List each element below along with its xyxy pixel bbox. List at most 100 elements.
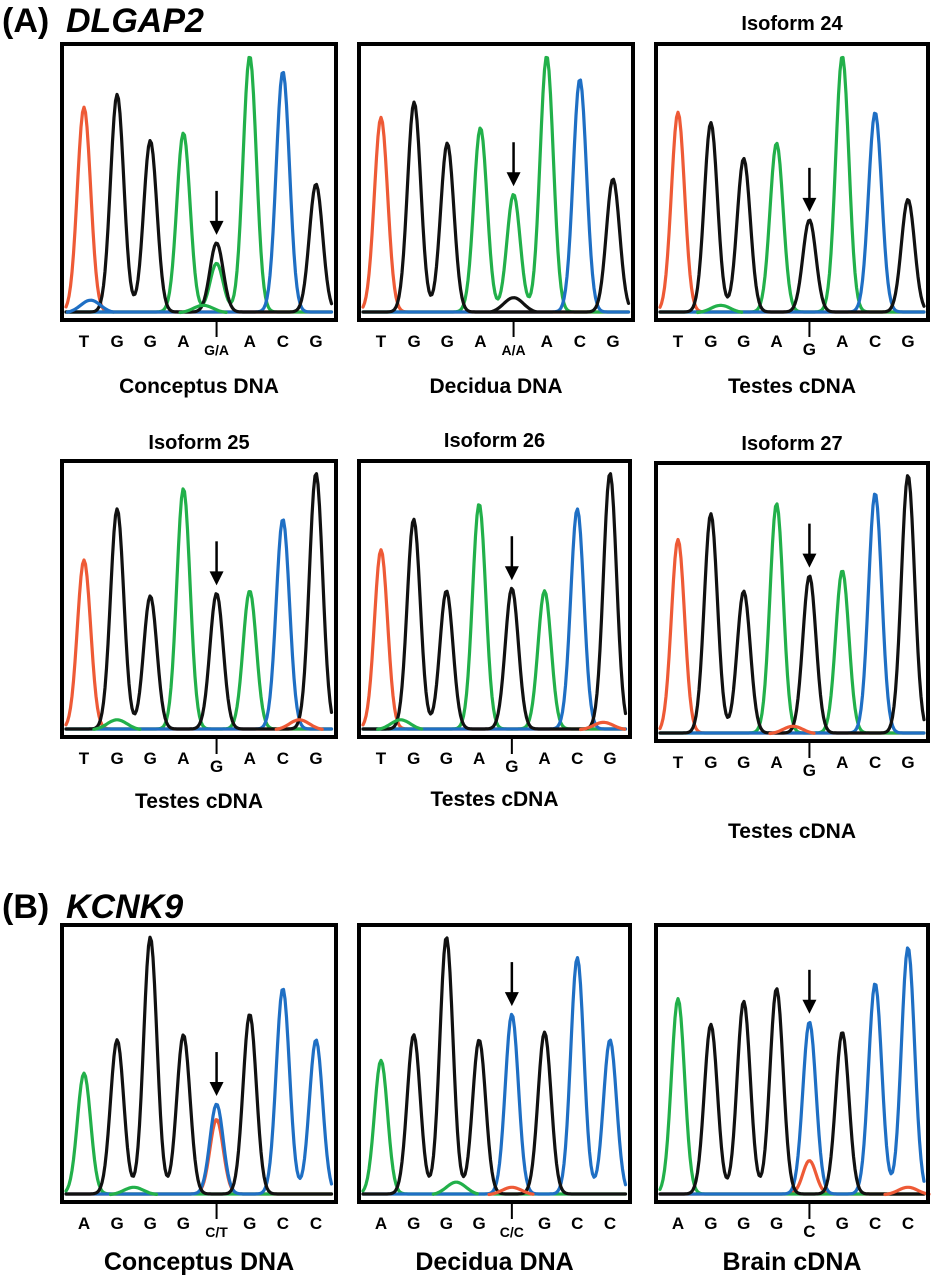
base-call-label: G <box>144 1214 157 1233</box>
base-call-label: C <box>571 1214 583 1233</box>
panel-caption: Conceptus DNA <box>119 375 279 398</box>
base-call-label: G <box>111 332 124 351</box>
base-call-label: G <box>803 761 816 780</box>
trace-C <box>361 956 628 1196</box>
base-call-label: A <box>541 332 553 351</box>
base-call-label: A <box>473 749 485 768</box>
panel-caption: Testes cDNA <box>431 788 559 811</box>
base-call-label: G <box>111 749 124 768</box>
panel-caption: Decidua DNA <box>415 1248 573 1276</box>
base-call-label: G <box>210 757 223 776</box>
base-call-label: A <box>177 332 189 351</box>
trace-G <box>658 987 926 1196</box>
base-call-label: C <box>310 1214 322 1233</box>
baseline-noise <box>65 298 115 314</box>
trace-G <box>361 100 631 314</box>
base-call-label: C <box>604 1214 616 1233</box>
base-call-label: G <box>408 332 421 351</box>
panel-title: Isoform 27 <box>741 433 842 455</box>
base-call-label: G/A <box>204 342 229 358</box>
snp-arrow-head <box>209 571 224 586</box>
base-call-label: G <box>144 749 157 768</box>
baseline-noise <box>883 1185 931 1197</box>
baseline-noise <box>488 296 538 314</box>
baseline-noise <box>487 1185 535 1197</box>
base-call-label: C/T <box>205 1224 228 1240</box>
base-call-label: G <box>111 1214 124 1233</box>
base-call-label: T <box>79 332 90 351</box>
snp-arrow-head <box>209 220 224 235</box>
base-call-label: C <box>277 1214 289 1233</box>
base-call-label: A <box>177 749 189 768</box>
base-call-label: C <box>571 749 583 768</box>
trace-G <box>361 472 628 731</box>
baseline-noise <box>92 718 142 731</box>
base-call-label: G <box>440 749 453 768</box>
base-call-label: G <box>441 332 454 351</box>
base-call-label: G <box>704 332 717 351</box>
base-call-label: G <box>901 753 914 772</box>
panel-title: Isoform 24 <box>741 13 843 35</box>
base-call-label: C <box>277 749 289 768</box>
trace-C <box>658 946 926 1196</box>
base-call-label: C <box>277 332 289 351</box>
base-call-label: G <box>803 340 816 359</box>
panel-frame <box>60 42 338 322</box>
chromatogram-panel: A G G G C/C G C C Decidua DNA <box>357 923 632 1276</box>
base-call-label: G <box>473 1214 486 1233</box>
baseline-noise <box>178 303 228 315</box>
base-call-label: G <box>737 332 750 351</box>
snp-arrow-head <box>504 566 519 581</box>
snp-arrow-head <box>802 999 817 1014</box>
base-call-label: G <box>505 757 518 776</box>
panel-caption: Decidua DNA <box>429 375 562 398</box>
base-call-label: G <box>243 1214 256 1233</box>
section-a-letter: (A) <box>2 2 49 40</box>
base-call-label: G <box>704 753 717 772</box>
base-call-label: G <box>407 749 420 768</box>
snp-arrow-head <box>504 992 519 1007</box>
base-call-label: A <box>770 753 782 772</box>
base-call-label: G <box>737 753 750 772</box>
baseline-noise <box>431 1180 479 1196</box>
base-call-label: G <box>603 749 616 768</box>
baseline-noise <box>274 718 324 731</box>
base-call-label: G <box>901 332 914 351</box>
panel-frame <box>357 42 635 322</box>
base-call-label: A <box>375 1214 387 1233</box>
base-call-label: A <box>244 749 256 768</box>
panel-caption: Conceptus DNA <box>104 1248 294 1276</box>
base-call-label: C <box>574 332 586 351</box>
base-call-label: G <box>440 1214 453 1233</box>
base-call-label: A <box>78 1214 90 1233</box>
trace-G <box>361 936 628 1196</box>
panel-caption: Testes cDNA <box>728 820 856 843</box>
chromatogram-panel: A G G G C G C C Brain cDNA <box>654 923 931 1276</box>
panel-frame <box>654 42 930 322</box>
base-call-label: G <box>309 749 322 768</box>
base-call-label: A <box>770 332 782 351</box>
chromatogram-panel: T G G A G A C G Isoform 27 Testes cDNA <box>654 433 930 843</box>
panel-caption: Brain cDNA <box>723 1248 862 1276</box>
panel-frame <box>654 923 930 1204</box>
base-call-label: G <box>407 1214 420 1233</box>
base-call-label: C <box>869 332 881 351</box>
base-call-label: C/C <box>500 1224 524 1240</box>
panel-title: Isoform 25 <box>148 432 249 454</box>
baseline-noise <box>579 720 627 732</box>
panel-title: Isoform 26 <box>444 430 545 452</box>
base-call-label: T <box>673 753 684 772</box>
trace-G <box>64 472 334 731</box>
trace-G <box>64 92 334 314</box>
panels-group: T G G A G/A A C G Conceptus DNA T G G A A/A A C G Decidua… <box>60 13 931 1276</box>
base-call-label: G <box>737 1214 750 1233</box>
base-call-label: G <box>704 1214 717 1233</box>
base-call-label: A <box>474 332 486 351</box>
base-call-label: C <box>869 753 881 772</box>
trace-G <box>658 474 926 735</box>
base-call-label: A <box>836 753 848 772</box>
base-call-label: G <box>770 1214 783 1233</box>
base-call-label: A <box>836 332 848 351</box>
trace-C <box>658 492 926 735</box>
